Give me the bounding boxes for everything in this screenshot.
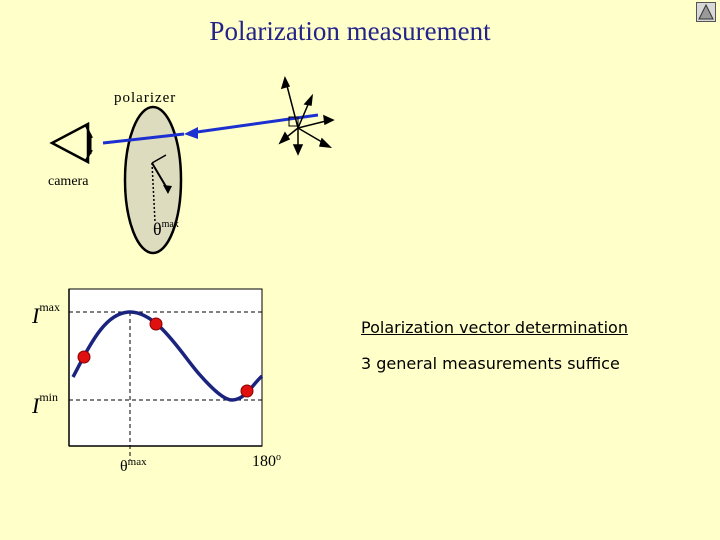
camera-label: camera [48,174,89,189]
light-beam [189,113,319,135]
slide-title: Polarization measurement [209,16,491,46]
triangle-nav-icon[interactable] [696,2,716,22]
imin-label: Imin [32,390,58,418]
three-measurements-text: 3 general measurements suffice [361,354,620,373]
measurement-point [240,384,254,398]
vector-determination-text: Polarization vector determination [361,318,628,337]
x-theta-max-label: θmax [120,456,147,475]
measurement-point [77,350,91,364]
polarization-star-icon [278,75,335,156]
imax-label: Imax [32,300,60,328]
polarizer-label: polarizer [114,90,177,106]
theta-max-label: θmax [153,219,179,239]
camera-icon [49,121,93,165]
x-end-label: 180o [252,452,281,470]
intensity-curve [71,310,264,402]
measurement-point [149,317,163,331]
